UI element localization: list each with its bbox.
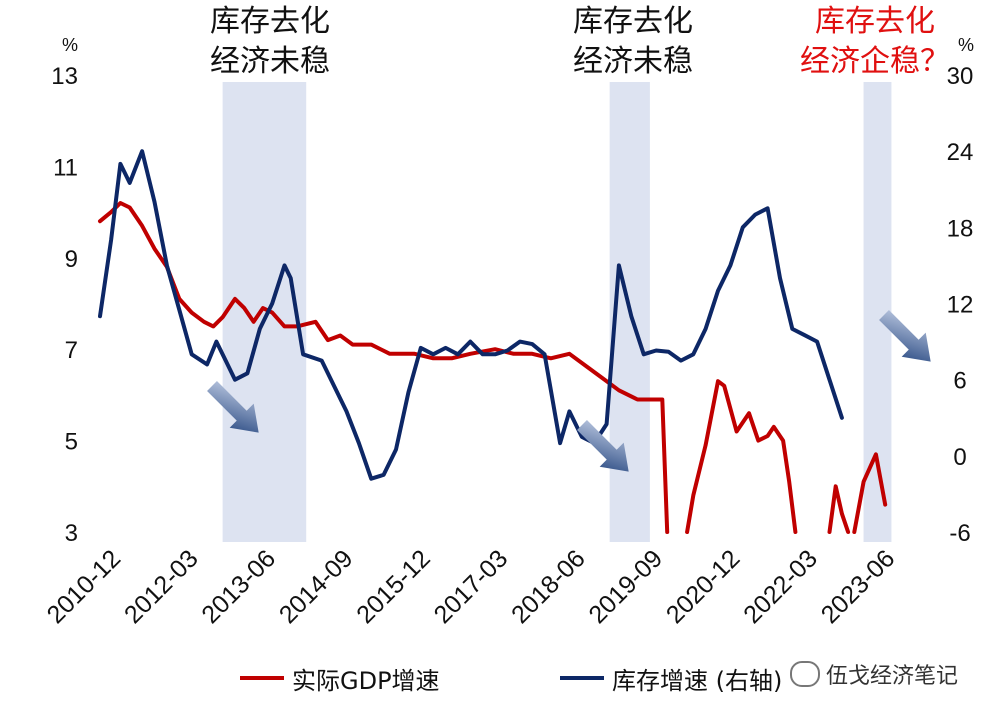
- series-lines: [98, 149, 888, 534]
- x-tick-label: 2017-03: [429, 544, 514, 629]
- annotation-1: 库存去化 经济未稳: [195, 2, 345, 82]
- x-tick-label: 2014-09: [274, 544, 359, 629]
- gdp-series-line-3: [827, 484, 851, 534]
- gdp-series-line-2: [685, 379, 798, 534]
- brand-watermark: 伍戈经济笔记: [790, 658, 958, 690]
- annotation-1-line-2: 经济未稳: [210, 44, 330, 79]
- x-tick-label: 2015-12: [351, 544, 436, 629]
- x-tick-label: 2022-03: [738, 544, 823, 629]
- left-tick-label: 5: [65, 429, 78, 456]
- right-axis-ticks: -6 0 6 12 18 24 30: [947, 63, 974, 547]
- right-tick-label: -6: [949, 520, 970, 547]
- x-tick-label: 2019-09: [583, 544, 668, 629]
- gdp-series-line-1: [98, 201, 670, 534]
- right-tick-label: 18: [947, 215, 974, 242]
- right-tick-label: 0: [953, 444, 966, 471]
- legend-label-gdp: 实际GDP增速: [292, 666, 440, 695]
- left-axis-ticks: 3 5 7 9 11 13: [51, 63, 78, 547]
- shaded-periods: [222, 82, 892, 542]
- right-tick-label: 12: [947, 292, 974, 319]
- down-arrow-icon: [577, 420, 629, 472]
- legend-swatch-inventory: [560, 676, 604, 680]
- right-axis-unit: %: [958, 35, 974, 55]
- legend-label-inventory: 库存增速 (右轴): [612, 666, 783, 695]
- left-axis-unit: %: [62, 35, 78, 55]
- x-tick-label: 2020-12: [661, 544, 746, 629]
- left-tick-label: 9: [65, 246, 78, 273]
- legend-item-gdp: 实际GDP增速: [240, 660, 440, 696]
- down-arrow-icon: [207, 381, 259, 433]
- inventory-series-line: [98, 149, 844, 481]
- down-arrow-icon: [879, 310, 931, 362]
- right-tick-label: 6: [953, 368, 966, 395]
- right-tick-label: 30: [947, 63, 974, 90]
- left-tick-label: 3: [65, 520, 78, 547]
- x-tick-label: 2023-06: [816, 544, 901, 629]
- annotation-2: 库存去化 经济未稳: [558, 2, 708, 82]
- x-tick-label: 2013-06: [196, 544, 281, 629]
- legend-swatch-gdp: [240, 676, 284, 680]
- x-tick-label: 2018-06: [506, 544, 591, 629]
- annotation-3: 库存去化 经济企稳？: [790, 2, 960, 82]
- right-tick-label: 24: [947, 139, 974, 166]
- left-tick-label: 13: [51, 63, 78, 90]
- annotation-3-line-1: 库存去化: [815, 4, 935, 39]
- left-tick-label: 7: [65, 337, 78, 364]
- gdp-series-line-4: [852, 452, 888, 534]
- left-tick-label: 11: [53, 154, 78, 181]
- x-tick-label: 2012-03: [119, 544, 204, 629]
- brand-name: 伍戈经济笔记: [826, 664, 959, 689]
- wechat-icon: [790, 661, 820, 687]
- annotation-3-line-2: 经济企稳？: [800, 44, 950, 79]
- annotation-2-line-1: 库存去化: [573, 4, 693, 39]
- x-tick-label: 2010-12: [42, 544, 127, 629]
- x-axis-ticks: 2010-122012-032013-062014-092015-122017-…: [42, 544, 901, 629]
- legend-item-inventory: 库存增速 (右轴): [560, 660, 782, 696]
- trend-arrows: [207, 310, 931, 472]
- shaded-period-1: [222, 82, 307, 542]
- annotation-1-line-1: 库存去化: [210, 4, 330, 39]
- annotation-2-line-2: 经济未稳: [573, 44, 693, 79]
